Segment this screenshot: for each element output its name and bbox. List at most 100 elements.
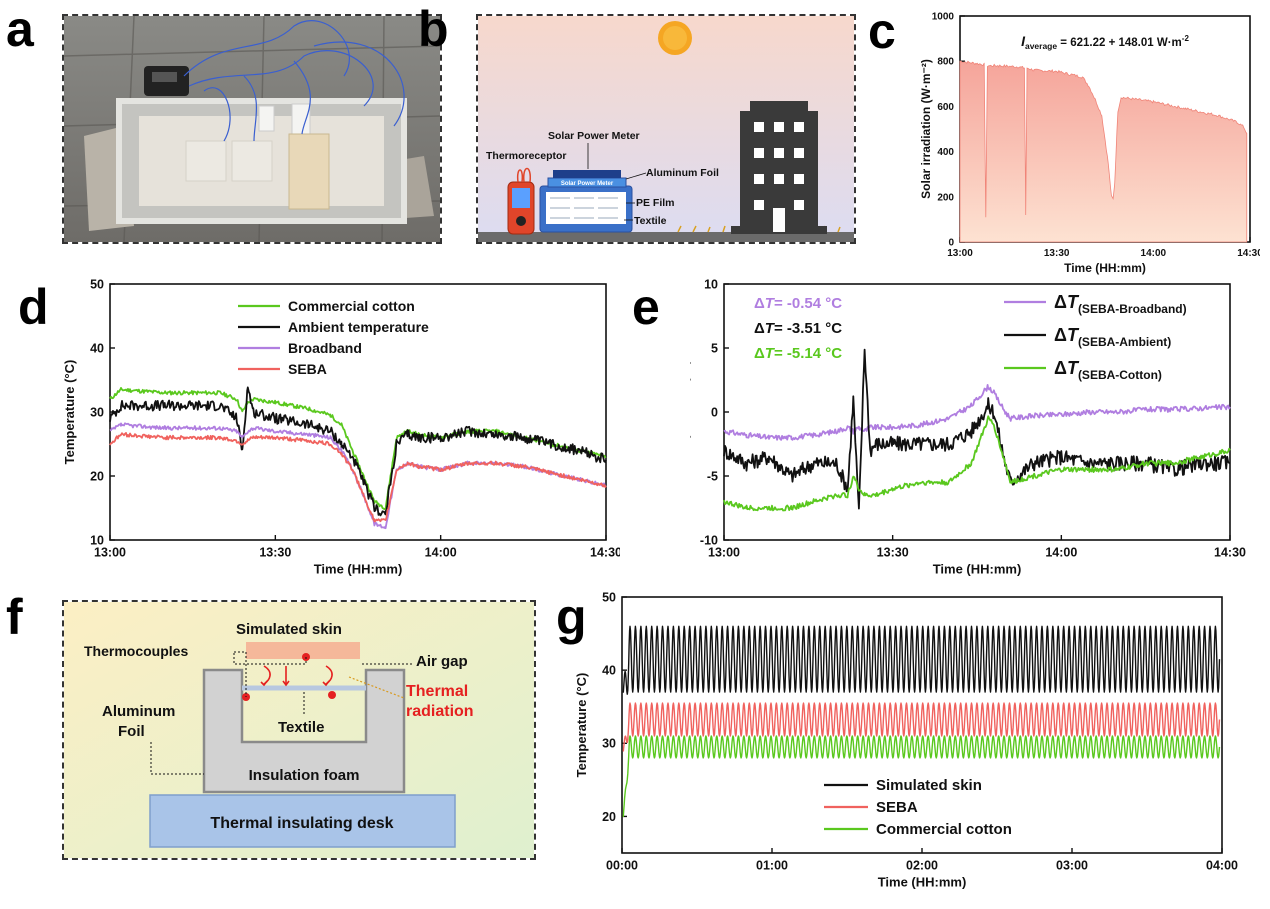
y-tick-label: 50 (602, 590, 616, 604)
indoor-setup-schematic: Simulated skin Thermocouples Air gap The… (64, 602, 534, 858)
panel-letter-d: d (18, 279, 49, 335)
y-axis-label: Solar irradiation (W·m⁻²) (919, 59, 933, 199)
x-tick-label: 14:00 (1141, 248, 1167, 259)
solar-irradiation-area (959, 60, 1248, 243)
delta-annotation-2: ΔT= -5.14 °C (754, 345, 842, 362)
y-tick-label: 800 (937, 57, 954, 68)
label-thermal: Thermal (406, 683, 468, 700)
legend-label-2: Commercial cotton (876, 821, 1012, 838)
meter-display-label: Solar Power Meter (561, 181, 614, 187)
x-tick-label: 14:30 (1237, 248, 1260, 259)
y-tick-label: 20 (90, 469, 104, 483)
y-axis-label: Temperature (°C) (690, 360, 691, 465)
x-tick-label: 13:00 (947, 248, 973, 259)
x-axis-label: Time (HH:mm) (1064, 261, 1146, 275)
y-tick-label: 40 (602, 664, 616, 678)
label-insulation-foam: Insulation foam (249, 767, 360, 784)
building-icon (740, 101, 818, 232)
thermal-insulating-desk (149, 794, 456, 848)
label-textile: Textile (634, 215, 667, 227)
label-simulated-skin: Simulated skin (236, 621, 342, 638)
legend-label-1: ΔT(SEBA-Ambient) (1054, 325, 1171, 349)
label-textile: Textile (278, 719, 324, 736)
y-tick-label: 1000 (932, 12, 955, 23)
x-tick-label: 14:00 (425, 546, 457, 560)
y-tick-label: 30 (90, 405, 104, 419)
photo-frame (62, 14, 442, 244)
delta-temperature-chart: -10 -5 0 5 10 13:00 13:30 14:00 14:30 Time (HH:mm… (690, 277, 1246, 576)
legend-label-0: Commercial cotton (288, 298, 415, 314)
x-tick-label: 13:00 (94, 546, 126, 560)
x-axis-label: Time (HH:mm) (314, 562, 403, 577)
solar-power-meter (553, 170, 621, 178)
panel-letter-b: b (418, 1, 449, 57)
panel-letter-a: a (6, 1, 34, 57)
long-term-temperature-chart: 20 30 40 50 00:00 01:00 02:00 03:00 04:00 Time (H… (574, 590, 1238, 890)
x-tick-label: 14:30 (590, 546, 620, 560)
panel-letter-f: f (6, 589, 23, 645)
series-line-1 (622, 702, 1221, 752)
x-tick-label: 14:30 (1214, 546, 1246, 560)
x-tick-label: 13:30 (1044, 248, 1070, 259)
x-tick-label: 02:00 (906, 859, 938, 873)
y-tick-label: 10 (704, 277, 718, 291)
x-tick-label: 04:00 (1206, 859, 1238, 873)
schematic-frame: Solar Power Meter Solar Power Meter Ther… (476, 14, 856, 244)
label-aluminum: Aluminum (102, 703, 175, 720)
label-aluminum-foil: Aluminum Foil (646, 167, 719, 179)
legend-label-2: Broadband (288, 340, 362, 356)
x-tick-label: 13:00 (708, 546, 740, 560)
legend-label-0: Simulated skin (876, 777, 982, 794)
series-line-2 (622, 735, 1221, 818)
y-tick-label: 5 (711, 341, 718, 355)
x-tick-label: 14:00 (1045, 546, 1077, 560)
y-tick-label: -5 (707, 469, 718, 483)
y-tick-label: 600 (937, 102, 954, 113)
y-tick-label: 0 (711, 405, 718, 419)
x-tick-label: 13:30 (259, 546, 291, 560)
panel-letter-c: c (868, 3, 896, 59)
y-axis-label: Temperature (°C) (574, 673, 589, 778)
y-tick-label: 30 (602, 737, 616, 751)
y-tick-label: 10 (90, 533, 104, 547)
y-tick-label: 0 (948, 238, 954, 249)
panel-letter-g: g (556, 589, 587, 645)
label-air-gap: Air gap (416, 653, 468, 670)
label-radiation: radiation (406, 703, 474, 720)
average-annotation: Iaverage = 621.22 + 148.01 W·m-2 (1021, 33, 1189, 51)
panel-letter-e: e (632, 279, 660, 335)
label-thermocouples: Thermocouples (84, 643, 188, 659)
legend-label-1: Ambient temperature (288, 319, 429, 335)
label-thermoreceptor: Thermoreceptor (486, 150, 567, 162)
legend-label-3: SEBA (288, 361, 327, 377)
label-foil: Foil (118, 723, 145, 740)
y-tick-label: 40 (90, 341, 104, 355)
x-tick-label: 01:00 (756, 859, 788, 873)
series-line-1 (109, 386, 607, 517)
x-tick-label: 03:00 (1056, 859, 1088, 873)
delta-annotation-0: ΔT= -0.54 °C (754, 295, 842, 312)
field-test-schematic: Solar Power Meter Solar Power Meter Ther… (478, 16, 854, 242)
series-line-3 (109, 431, 607, 523)
y-tick-label: 20 (602, 810, 616, 824)
x-tick-label: 00:00 (606, 859, 638, 873)
x-axis-label: Time (HH:mm) (878, 875, 967, 890)
insulation-foam (202, 668, 406, 794)
field-test-photo (64, 16, 440, 242)
series-line-0 (622, 625, 1221, 695)
x-tick-label: 13:30 (877, 546, 909, 560)
simulated-skin (246, 642, 360, 659)
temperature-chart-d: 10 20 30 40 50 13:00 13:30 14:00 14:30 Time (HH:m… (62, 277, 620, 577)
label-desk: Thermal insulating desk (210, 815, 393, 832)
y-tick-label: 50 (90, 277, 104, 291)
label-solar-power-meter: Solar Power Meter (548, 130, 640, 142)
y-tick-label: 400 (937, 147, 954, 158)
series-line-0 (723, 384, 1231, 441)
legend-label-1: SEBA (876, 799, 918, 816)
y-axis-label: Temperature (°C) (62, 360, 77, 465)
delta-annotation-1: ΔT= -3.51 °C (754, 320, 842, 337)
label-pe-film: PE Film (636, 197, 675, 209)
legend-label-0: ΔT(SEBA-Broadband) (1054, 292, 1187, 316)
setup-frame: Simulated skin Thermocouples Air gap The… (62, 600, 536, 860)
y-tick-label: -10 (700, 533, 718, 547)
